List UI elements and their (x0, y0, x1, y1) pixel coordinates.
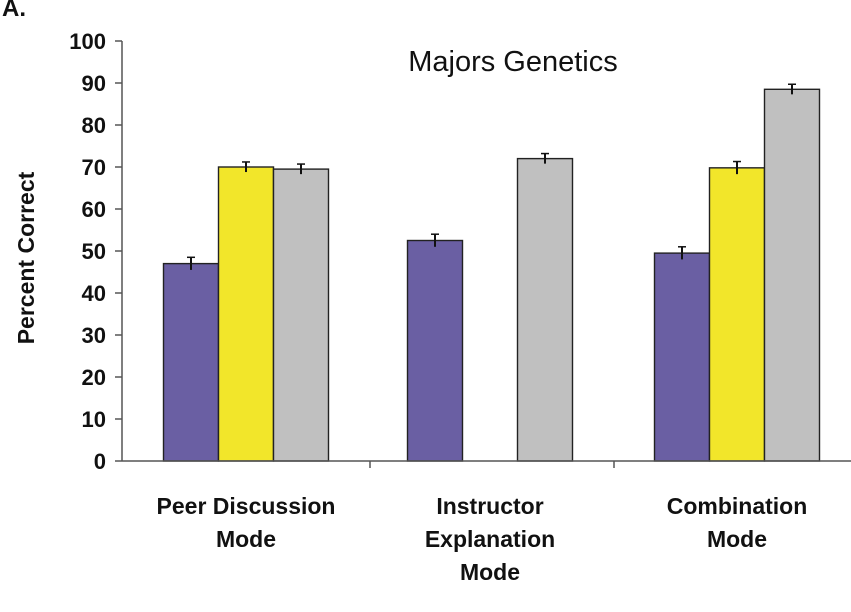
x-category-label-line: Peer Discussion (157, 493, 336, 519)
y-tick-label: 10 (82, 407, 106, 432)
y-tick-label: 100 (69, 29, 106, 54)
x-category-label: Peer Discussion Mode (157, 493, 336, 552)
y-tick-label: 80 (82, 113, 106, 138)
bar (653, 252, 711, 462)
bar (708, 167, 766, 462)
axes-layer: 0 10 20 30 40 50 60 70 80 90 100 Peer Discussion Mod… (69, 29, 851, 585)
bar (516, 157, 574, 462)
bars-layer (162, 83, 821, 462)
x-category-label-line: Instructor (436, 493, 543, 519)
panel-label: A. (2, 0, 26, 22)
y-axis-title: Percent Correct (13, 171, 39, 344)
y-tick-label: 60 (82, 197, 106, 222)
x-category-label: Instructor Explanation Mode (425, 493, 555, 585)
bar (217, 166, 275, 462)
y-tick-label: 90 (82, 71, 106, 96)
bar (162, 262, 220, 462)
x-category-label-line: Explanation (425, 526, 555, 552)
bar (272, 168, 330, 462)
x-category-label-line: Mode (460, 559, 520, 585)
x-category-label-line: Mode (216, 526, 276, 552)
bar (763, 88, 821, 462)
y-tick-label: 40 (82, 281, 106, 306)
y-tick-label: 30 (82, 323, 106, 348)
bar (406, 239, 464, 462)
y-tick-label: 20 (82, 365, 106, 390)
x-category-label: Combination Mode (667, 493, 808, 552)
y-tick-label: 70 (82, 155, 106, 180)
x-category-label-line: Mode (707, 526, 767, 552)
y-tick-label: 50 (82, 239, 106, 264)
chart-title: Majors Genetics (408, 46, 618, 78)
x-category-label-line: Combination (667, 493, 808, 519)
y-tick-label: 0 (94, 449, 106, 474)
